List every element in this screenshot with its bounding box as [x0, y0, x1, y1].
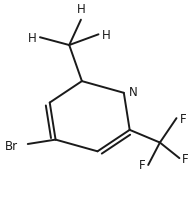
Text: H: H	[28, 32, 37, 44]
Text: Br: Br	[4, 139, 18, 152]
Text: H: H	[101, 29, 110, 42]
Text: H: H	[77, 3, 85, 16]
Text: N: N	[129, 86, 137, 99]
Text: F: F	[179, 112, 186, 125]
Text: F: F	[139, 159, 145, 172]
Text: F: F	[182, 152, 189, 165]
